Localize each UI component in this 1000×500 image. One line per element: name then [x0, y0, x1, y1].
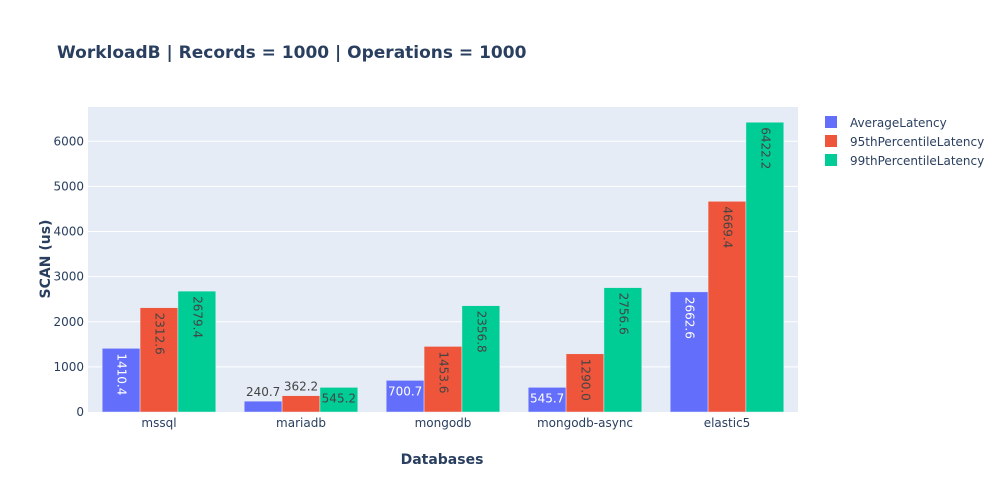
x-tick-label: mongodb-async — [537, 416, 633, 430]
y-tick-label: 3000 — [53, 270, 84, 284]
bar-value-label: 545.7 — [530, 391, 564, 405]
y-tick-label: 6000 — [53, 134, 84, 148]
bar-value-label: 240.7 — [246, 385, 280, 399]
bar-value-label: 2312.6 — [153, 313, 167, 355]
bar-value-label: 1290.0 — [579, 359, 593, 401]
x-tick-label: mssql — [141, 416, 176, 430]
chart-title: WorkloadB | Records = 1000 | Operations … — [57, 43, 527, 63]
bar-labels: 1410.4 2312.6 2679.4 240.7 362.2 545.2 700.7 14… — [115, 127, 773, 405]
bar — [319, 387, 359, 413]
x-tick-label: mongodb — [415, 416, 472, 430]
bar — [281, 395, 321, 413]
bar-value-label: 1453.6 — [437, 351, 451, 393]
bar-value-label: 2679.4 — [190, 296, 204, 338]
bar — [101, 348, 141, 413]
bar — [139, 307, 179, 413]
bar — [745, 121, 785, 413]
bar-value-label: 2662.6 — [683, 297, 697, 339]
y-tick-label: 2000 — [53, 315, 84, 329]
x-tick-label: elastic5 — [704, 416, 751, 430]
bar-value-label: 6422.2 — [758, 127, 772, 169]
bar-value-label: 4669.4 — [721, 206, 735, 248]
bars — [101, 121, 785, 413]
y-tick-label: 1000 — [53, 360, 84, 374]
bar-value-label: 700.7 — [388, 384, 422, 398]
bar — [385, 380, 425, 413]
legend-swatch — [825, 116, 837, 128]
legend: AverageLatency 95thPercentileLatency 99thP… — [825, 116, 984, 168]
bar — [603, 287, 643, 413]
x-axis-ticks: mssql mariadb mongodb mongodb-async elastic5 — [141, 416, 750, 430]
bar — [243, 400, 283, 413]
bar-value-label: 2756.6 — [616, 293, 630, 335]
bar-value-label: 1410.4 — [115, 353, 129, 395]
bar — [669, 291, 709, 413]
bar-value-label: 545.2 — [322, 391, 356, 405]
bar — [423, 346, 463, 413]
y-tick-label: 5000 — [53, 179, 84, 193]
y-axis-title: SCAN (us) — [38, 220, 54, 299]
y-tick-label: 0 — [76, 405, 84, 419]
bar-value-label: 362.2 — [284, 380, 318, 394]
x-tick-label: mariadb — [276, 416, 326, 430]
legend-entry: AverageLatency — [850, 116, 947, 130]
legend-swatch — [825, 154, 837, 166]
y-axis-ticks: 0 1000 2000 3000 4000 5000 6000 — [53, 134, 84, 419]
bar — [707, 201, 747, 413]
x-axis-title: Databases — [401, 452, 484, 468]
bar — [461, 305, 501, 413]
legend-entry: 95thPercentileLatency — [850, 135, 984, 149]
legend-swatch — [825, 135, 837, 147]
y-tick-label: 4000 — [53, 225, 84, 239]
bar — [177, 290, 217, 413]
bar-value-label: 2356.8 — [474, 311, 488, 353]
legend-entry: 99thPercentileLatency — [850, 154, 984, 168]
bar — [565, 353, 605, 413]
